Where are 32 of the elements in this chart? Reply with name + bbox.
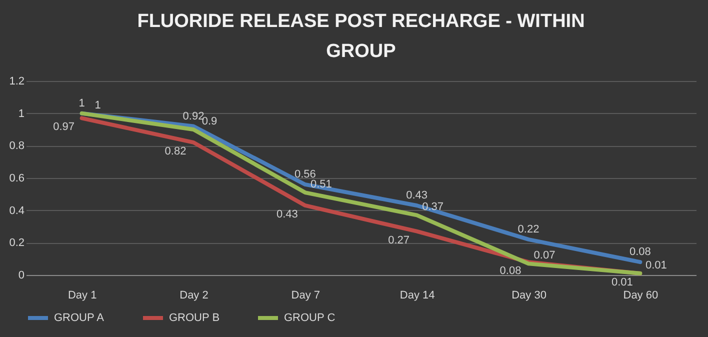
- data-label: 1: [78, 97, 85, 110]
- y-tick-label: 1: [18, 108, 24, 120]
- data-label: 0.9: [202, 116, 218, 128]
- x-tick-label: Day 7: [291, 290, 320, 302]
- y-tick-label: 0: [18, 270, 24, 282]
- data-label: 0.08: [629, 246, 651, 258]
- x-tick-label: Day 30: [512, 290, 546, 302]
- data-label: 1: [94, 99, 101, 112]
- data-label: 0.43: [406, 189, 428, 202]
- data-label: 0.27: [388, 234, 410, 246]
- y-tick-label: 0.8: [9, 140, 24, 152]
- legend-label: GROUP C: [284, 312, 336, 324]
- y-tick-label: 0.4: [9, 204, 24, 217]
- legend-label: GROUP A: [54, 312, 105, 324]
- legend-label: GROUP B: [169, 312, 220, 324]
- data-label: 0.22: [518, 223, 540, 236]
- data-label: 0.01: [645, 259, 667, 272]
- y-tick-label: 0.6: [9, 172, 24, 184]
- chart-title: FLUORIDE RELEASE POST RECHARGE - WITHIN GROUP: [137, 11, 585, 62]
- data-label: 0.43: [276, 208, 298, 220]
- x-tick-label: Day 14: [400, 290, 435, 302]
- data-label: 0.07: [534, 250, 556, 262]
- data-label: 0.01: [611, 276, 633, 288]
- x-tick-label: Day 2: [180, 290, 208, 302]
- data-label: 0.97: [53, 121, 75, 134]
- data-label: 0.08: [500, 265, 522, 278]
- x-tick-label: Day 60: [623, 290, 658, 302]
- data-label: 0.56: [294, 168, 316, 180]
- data-label: 0.82: [164, 145, 186, 158]
- y-tick-label: 0.2: [9, 237, 24, 250]
- y-tick-label: 1.2: [9, 76, 24, 88]
- x-tick-label: Day 1: [68, 290, 97, 302]
